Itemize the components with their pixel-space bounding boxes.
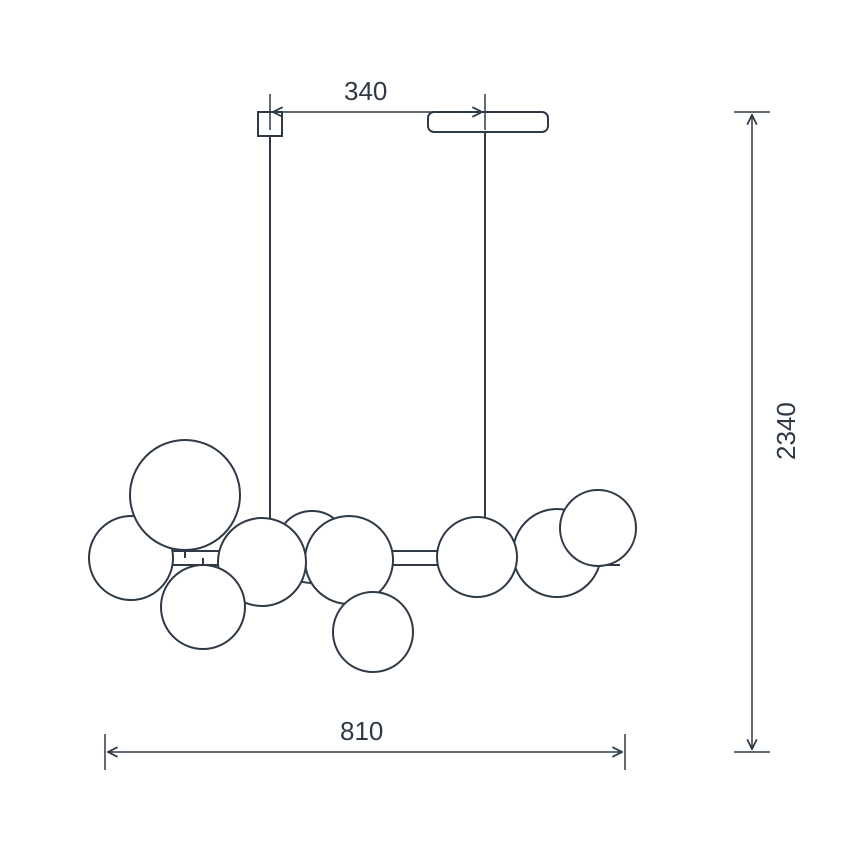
globe xyxy=(130,440,240,550)
pendant-lamp xyxy=(89,112,636,672)
dimension-top: 340 xyxy=(270,76,485,130)
globe xyxy=(305,516,393,604)
dimension-diagram: 340 810 2340 xyxy=(0,0,868,868)
globe xyxy=(437,517,517,597)
dimension-right: 2340 xyxy=(734,112,801,752)
globe xyxy=(560,490,636,566)
dimension-top-label: 340 xyxy=(344,76,387,106)
dimension-bottom: 810 xyxy=(105,716,625,770)
canopy-right xyxy=(428,112,548,132)
globes-group xyxy=(89,440,636,672)
globe xyxy=(161,565,245,649)
globe xyxy=(333,592,413,672)
dimension-bottom-label: 810 xyxy=(340,716,383,746)
dimension-right-label: 2340 xyxy=(771,402,801,460)
